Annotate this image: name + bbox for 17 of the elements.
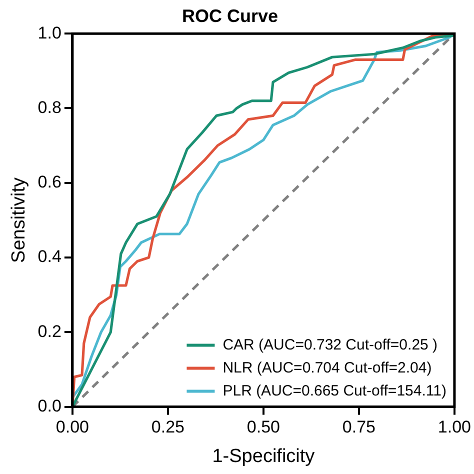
legend-label: CAR (AUC=0.732 Cut-off=0.25 ) (222, 336, 438, 354)
y-axis-title: Sensitivity (8, 176, 30, 263)
x-axis-title: 1-Specificity (212, 446, 316, 467)
y-tick-label: 1.0 (38, 23, 62, 42)
x-tick-label: 1.00 (438, 418, 472, 437)
y-tick-label: 0.0 (38, 396, 62, 416)
legend-label: PLR (AUC=0.665 Cut-off=154.11) (222, 382, 446, 400)
x-tick-label: 0.50 (246, 418, 280, 437)
x-tick-label: 0.00 (56, 418, 89, 437)
legend-label: NLR (AUC=0.704 Cut-off=2.04) (222, 359, 432, 376)
chart-title: ROC Curve (182, 6, 278, 26)
x-tick-label: 0.25 (151, 418, 184, 437)
y-tick-label: 0.6 (38, 172, 62, 192)
y-tick-label: 0.8 (38, 98, 62, 117)
y-tick-label: 0.2 (38, 322, 62, 341)
x-tick-label: 0.75 (342, 418, 376, 437)
y-tick-label: 0.4 (38, 247, 62, 266)
